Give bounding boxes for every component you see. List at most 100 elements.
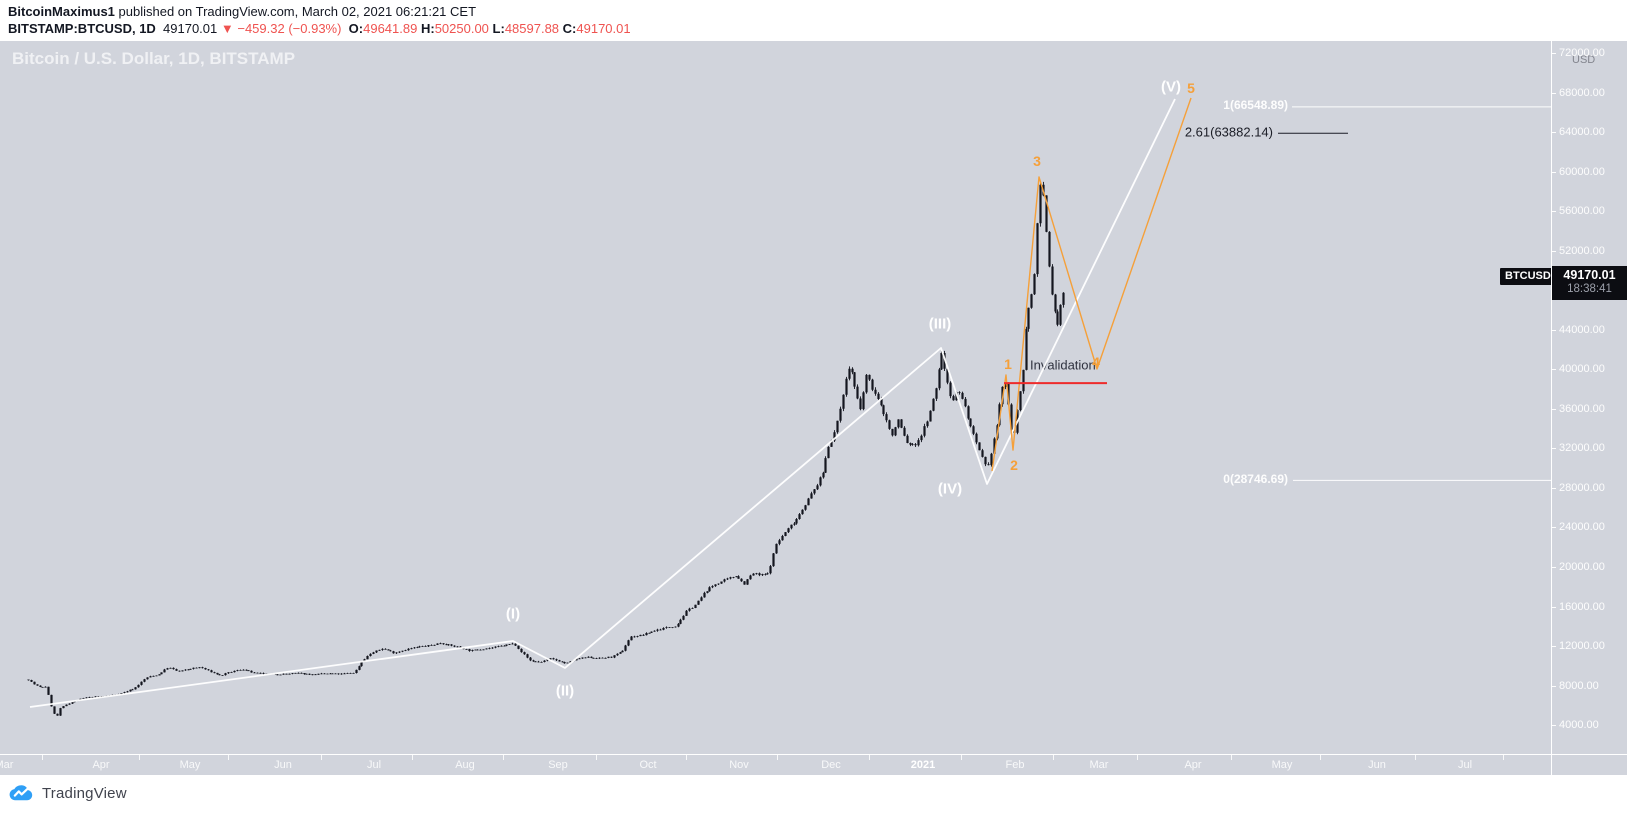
bar-countdown: 18:38:41	[1567, 283, 1612, 295]
candles-bodies	[27, 184, 1065, 716]
price-tick-label: 40000.00	[1559, 363, 1605, 375]
time-label-jun: Jun	[1368, 759, 1386, 771]
logo-text: TradingView	[42, 785, 127, 802]
price-tick-dash	[1552, 645, 1556, 647]
price-tick-label: 64000.00	[1559, 126, 1605, 138]
minor-wave-trendline[interactable]	[991, 97, 1192, 472]
price-tick-label: 20000.00	[1559, 561, 1605, 573]
time-tick	[321, 755, 322, 760]
time-tick	[1231, 755, 1232, 760]
price-tick: 16000.00	[1552, 601, 1605, 613]
publish-line-segment: BitcoinMaximus1	[8, 4, 115, 19]
time-tick	[1415, 755, 1416, 760]
price-tick-dash	[1552, 606, 1556, 608]
snapshot-header: BitcoinMaximus1 published on TradingView…	[0, 0, 1627, 40]
currency-label[interactable]: USD	[1572, 54, 1596, 66]
price-tick-label: 72000.00	[1559, 47, 1605, 59]
chart-title: Bitcoin / U.S. Dollar, 1D, BITSTAMP	[12, 49, 296, 68]
price-tick: 56000.00	[1552, 205, 1605, 217]
ohlc-segment: O:	[341, 21, 364, 36]
time-label-apr: Apr	[1184, 759, 1202, 771]
price-tick-dash	[1552, 171, 1556, 173]
last-price-value: 49170.01	[1563, 268, 1616, 282]
time-label-2021: 2021	[910, 759, 936, 771]
price-tick-label: 12000.00	[1559, 640, 1605, 652]
time-label-feb: Feb	[1005, 759, 1025, 771]
price-tick-label: 8000.00	[1559, 680, 1599, 692]
price-tick: 28000.00	[1552, 482, 1605, 494]
minor-wave-label-5: 5	[1187, 80, 1195, 96]
price-tick-dash	[1552, 131, 1556, 133]
price-tick: 68000.00	[1552, 87, 1605, 99]
price-tick: 72000.00	[1552, 47, 1605, 59]
ohlc-segment: 48597.88	[504, 21, 560, 36]
price-tick: 8000.00	[1552, 680, 1599, 692]
fib-label-2.61: 2.61(63882.14)	[1184, 124, 1273, 140]
price-tick-dash	[1552, 447, 1556, 449]
primary-wave-trendline[interactable]	[29, 98, 1176, 708]
price-tick-dash	[1552, 329, 1556, 331]
price-tick: 24000.00	[1552, 521, 1605, 533]
publish-line: BitcoinMaximus1 published on TradingView…	[8, 4, 476, 19]
price-tick-dash	[1552, 526, 1556, 528]
price-tick-dash	[1552, 250, 1556, 252]
time-label-mar: Mar	[0, 759, 14, 771]
time-label-oct: Oct	[639, 759, 657, 771]
price-tick-label: 68000.00	[1559, 87, 1605, 99]
price-tick: 40000.00	[1552, 363, 1605, 375]
symbol-price-flag: BTCUSD	[1500, 268, 1551, 285]
time-label-aug: Aug	[455, 759, 475, 771]
price-tick: 4000.00	[1552, 719, 1599, 731]
chart-canvas[interactable]	[0, 41, 1551, 754]
minor-wave-label-1: 1	[1004, 356, 1012, 372]
price-tick-label: 60000.00	[1559, 166, 1605, 178]
wave-label-v: (V)	[1161, 78, 1181, 96]
price-tick-label: 36000.00	[1559, 403, 1605, 415]
price-tick-label: 56000.00	[1559, 205, 1605, 217]
price-axis[interactable]: USD 49170.01 18:38:41 72000.00 68000.00 64…	[1551, 41, 1627, 776]
time-axis[interactable]: Mar Apr May Jun Jul Aug Sep Oct Nov Dec 2021 Feb Mar…	[0, 754, 1551, 776]
price-tick-dash	[1552, 685, 1556, 687]
time-tick	[139, 755, 140, 760]
time-label-may: May	[1271, 759, 1293, 771]
ohlc-segment: BITSTAMP:BTCUSD, 1D	[8, 21, 156, 36]
tradingview-logo[interactable]: TradingView	[8, 784, 127, 803]
price-tick-label: 52000.00	[1559, 245, 1605, 257]
time-tick	[686, 755, 687, 760]
price-tick-dash	[1552, 52, 1556, 54]
ohlc-segment: L:	[488, 21, 505, 36]
ohlc-segment: ▼ −459.32 (−0.93%)	[217, 21, 342, 36]
price-tick: 36000.00	[1552, 403, 1605, 415]
price-tick-label: 44000.00	[1559, 324, 1605, 336]
price-tick: 44000.00	[1552, 324, 1605, 336]
wave-label-ii: (II)	[555, 682, 575, 700]
price-tick-label: 4000.00	[1559, 719, 1599, 731]
price-tick-dash	[1552, 408, 1556, 410]
price-tick-dash	[1552, 210, 1556, 212]
price-tick: 12000.00	[1552, 640, 1605, 652]
price-tick: 32000.00	[1552, 442, 1605, 454]
price-tick-label: 28000.00	[1559, 482, 1605, 494]
price-tick: 52000.00	[1552, 245, 1605, 257]
time-tick	[228, 755, 229, 760]
time-label-nov: Nov	[729, 759, 749, 771]
time-tick	[503, 755, 504, 760]
time-tick	[42, 755, 43, 760]
time-label-dec: Dec	[821, 759, 841, 771]
symbol-info-line: BITSTAMP:BTCUSD, 1D 49170.01 ▼ −459.32 (…	[8, 21, 631, 36]
fib-label-1: 1(66548.89)	[1223, 98, 1288, 112]
axis-corner	[1551, 754, 1627, 776]
price-tick-dash	[1552, 566, 1556, 568]
price-tick-label: 24000.00	[1559, 521, 1605, 533]
candles-wicks	[28, 181, 1064, 716]
time-label-apr: Apr	[92, 759, 110, 771]
ohlc-segment: 49170.01	[576, 21, 631, 36]
logo-cloud-icon	[9, 785, 33, 801]
wave-label-i: (I)	[505, 605, 521, 623]
wave-label-iv: (IV)	[937, 480, 963, 498]
ohlc-segment: C:	[559, 21, 577, 36]
wave-label-iii: (III)	[928, 315, 952, 333]
time-tick	[1503, 755, 1504, 760]
time-label-may: May	[179, 759, 201, 771]
